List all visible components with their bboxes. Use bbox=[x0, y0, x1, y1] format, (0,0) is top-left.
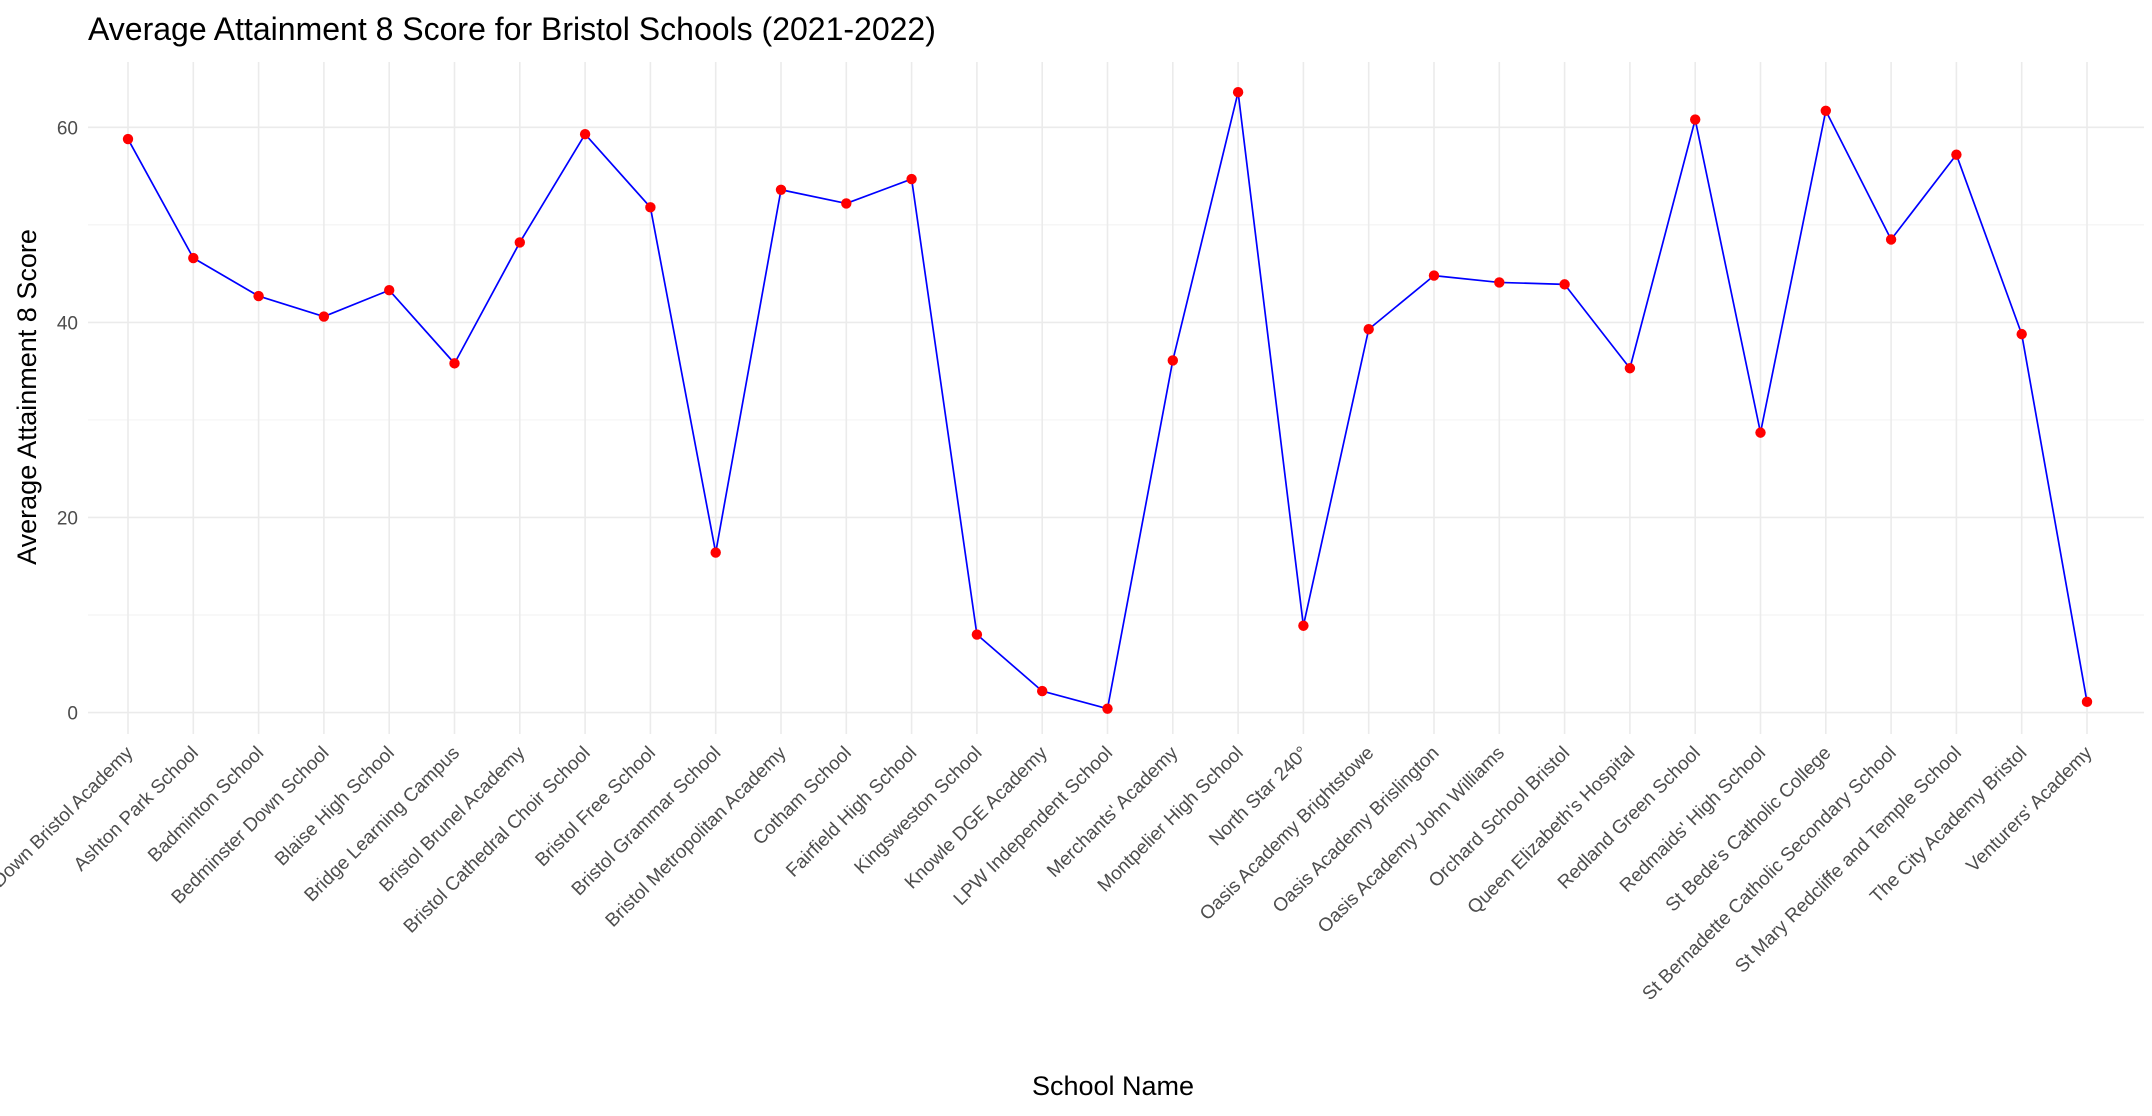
series-layer bbox=[122, 87, 2093, 714]
chart-title: Average Attainment 8 Score for Bristol S… bbox=[88, 11, 936, 47]
data-point bbox=[1298, 620, 1309, 631]
x-tick-label: Merchants' Academy bbox=[1043, 742, 1182, 881]
x-tick-label: Kingsweston School bbox=[851, 743, 987, 879]
data-point bbox=[971, 629, 983, 640]
data-point bbox=[318, 311, 330, 322]
y-axis-ticks: 0 20 40 60 bbox=[57, 118, 78, 724]
y-tick-label: 20 bbox=[57, 508, 78, 529]
y-tick-label: 60 bbox=[57, 118, 78, 139]
data-point bbox=[2016, 328, 2027, 340]
data-point bbox=[1363, 324, 1374, 335]
x-tick-label: Venturers' Academy bbox=[1963, 742, 2097, 876]
data-point bbox=[384, 285, 395, 296]
x-tick-label: Blaise High School bbox=[271, 743, 399, 871]
x-tick-label: Bristol Free School bbox=[532, 743, 660, 871]
data-point bbox=[1951, 149, 1962, 160]
data-point bbox=[122, 133, 134, 145]
x-tick-label: Badminton School bbox=[144, 743, 268, 867]
data-point bbox=[579, 128, 591, 140]
data-point bbox=[841, 198, 852, 209]
data-point bbox=[1494, 277, 1505, 288]
data-point bbox=[1755, 427, 1766, 438]
gridlines bbox=[88, 62, 2144, 734]
data-point bbox=[2081, 696, 2093, 708]
data-point bbox=[1559, 279, 1570, 290]
data-point bbox=[449, 358, 460, 369]
data-point bbox=[1624, 363, 1636, 374]
data-point bbox=[1102, 703, 1113, 714]
data-point bbox=[1690, 114, 1701, 125]
data-point bbox=[1232, 87, 1244, 98]
data-point bbox=[1885, 234, 1897, 245]
y-tick-label: 0 bbox=[67, 704, 78, 725]
x-tick-label: St Mary Redcliffe and Temple School bbox=[1731, 743, 1966, 978]
data-point bbox=[1820, 105, 1832, 116]
data-point bbox=[253, 290, 264, 302]
data-point bbox=[1037, 685, 1048, 697]
y-tick-label: 40 bbox=[57, 313, 78, 334]
data-point bbox=[514, 237, 525, 248]
data-point bbox=[645, 202, 656, 213]
data-point bbox=[906, 173, 917, 185]
data-point bbox=[188, 252, 199, 264]
data-point bbox=[1428, 270, 1440, 281]
data-point bbox=[1167, 355, 1179, 366]
y-axis-title: Average Attainment 8 Score bbox=[12, 229, 42, 565]
x-tick-label: Fairfield High School bbox=[782, 743, 921, 882]
x-axis-title: School Name bbox=[1032, 1071, 1194, 1101]
data-point bbox=[775, 184, 787, 195]
x-tick-label: Ashton Park School bbox=[70, 743, 203, 876]
data-point bbox=[710, 547, 721, 558]
